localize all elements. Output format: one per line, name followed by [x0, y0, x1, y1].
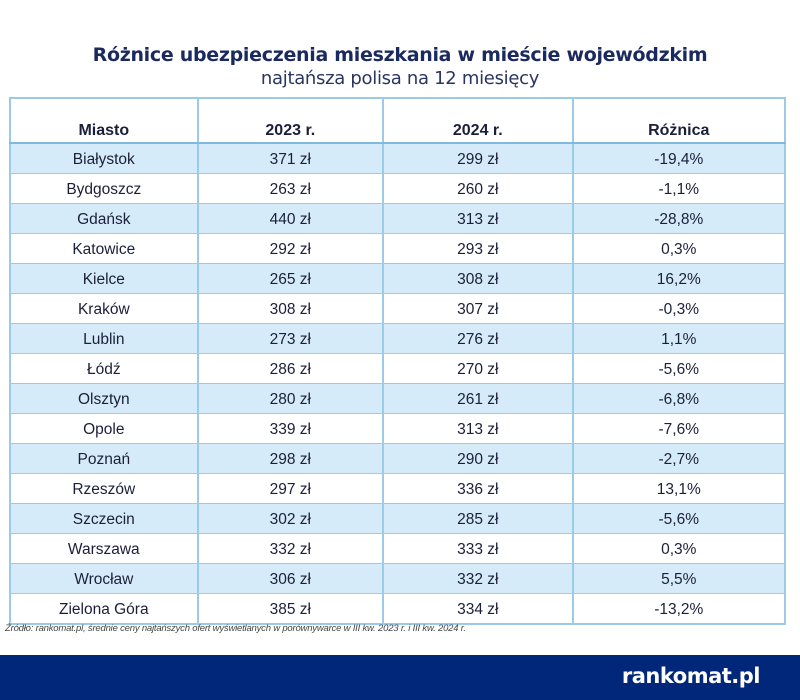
cell-city: Kraków [9, 293, 199, 324]
cell-price-2024: 307 zł [382, 293, 574, 324]
table-row: Poznań 298 zł 290 zł -2,7% [9, 443, 787, 474]
cell-price-2023: 339 zł [196, 413, 385, 444]
table-row: Rzeszów 297 zł 336 zł 13,1% [9, 473, 787, 504]
cell-difference: -1,1% [571, 173, 787, 204]
cell-price-2024: 333 zł [382, 533, 574, 564]
cell-price-2024: 276 zł [382, 323, 574, 354]
cell-price-2024: 313 zł [382, 203, 574, 234]
table-header-row: Miasto 2023 r. 2024 r. Różnica [9, 98, 787, 144]
cell-price-2024: 299 zł [382, 143, 574, 174]
cell-price-2024: 260 zł [382, 173, 574, 204]
cell-city: Kielce [9, 263, 199, 294]
insurance-price-table: Miasto 2023 r. 2024 r. Różnica Białystok… [9, 97, 787, 625]
table-row: Katowice 292 zł 293 zł 0,3% [9, 233, 787, 264]
cell-price-2024: 285 zł [382, 503, 574, 534]
cell-price-2023: 265 zł [196, 263, 385, 294]
column-header-city: Miasto [9, 98, 199, 144]
cell-price-2023: 280 zł [196, 383, 385, 414]
column-header-2024: 2024 r. [382, 98, 574, 144]
table-row: Kraków 308 zł 307 zł -0,3% [9, 293, 787, 324]
cell-difference: -0,3% [571, 293, 787, 324]
cell-difference: -19,4% [571, 143, 787, 174]
table-row: Białystok 371 zł 299 zł -19,4% [9, 143, 787, 174]
cell-price-2023: 332 zł [196, 533, 385, 564]
rankomat-logo: rankomat.pl [621, 664, 761, 688]
cell-price-2023: 263 zł [196, 173, 385, 204]
cell-price-2024: 293 zł [382, 233, 574, 264]
source-note: Źródło: rankomat.pl, średnie ceny najtań… [5, 623, 466, 634]
table-row: Gdańsk 440 zł 313 zł -28,8% [9, 203, 787, 234]
table-row: Zielona Góra 385 zł 334 zł -13,2% [9, 593, 787, 625]
cell-city: Olsztyn [9, 383, 199, 414]
cell-city: Rzeszów [9, 473, 199, 504]
cell-difference: -6,8% [571, 383, 787, 414]
cell-difference: -28,8% [571, 203, 787, 234]
cell-difference: -5,6% [571, 353, 787, 384]
cell-difference: 5,5% [571, 563, 787, 594]
page-subtitle: najtańsza polisa na 12 miesięcy [260, 68, 540, 89]
cell-difference: -5,6% [571, 503, 787, 534]
table-row: Warszawa 332 zł 333 zł 0,3% [9, 533, 787, 564]
cell-price-2023: 308 zł [196, 293, 385, 324]
cell-price-2023: 306 zł [196, 563, 385, 594]
cell-difference: 13,1% [571, 473, 787, 504]
column-header-difference: Różnica [571, 98, 787, 144]
cell-city: Bydgoszcz [9, 173, 199, 204]
table-row: Kielce 265 zł 308 zł 16,2% [9, 263, 787, 294]
table-row: Olsztyn 280 zł 261 zł -6,8% [9, 383, 787, 414]
cell-difference: -13,2% [571, 593, 787, 625]
cell-price-2023: 298 zł [196, 443, 385, 474]
cell-city: Katowice [9, 233, 199, 264]
cell-city: Łódź [9, 353, 199, 384]
cell-price-2023: 302 zł [196, 503, 385, 534]
cell-price-2023: 385 zł [196, 593, 385, 625]
table-row: Lublin 273 zł 276 zł 1,1% [9, 323, 787, 354]
cell-price-2024: 336 zł [382, 473, 574, 504]
cell-city: Warszawa [9, 533, 199, 564]
cell-price-2024: 270 zł [382, 353, 574, 384]
cell-city: Opole [9, 413, 199, 444]
cell-city: Zielona Góra [9, 593, 199, 625]
cell-city: Poznań [9, 443, 199, 474]
cell-difference: -2,7% [571, 443, 787, 474]
cell-city: Lublin [9, 323, 199, 354]
column-header-2023: 2023 r. [196, 98, 385, 144]
cell-price-2024: 261 zł [382, 383, 574, 414]
cell-price-2023: 292 zł [196, 233, 385, 264]
table-row: Łódź 286 zł 270 zł -5,6% [9, 353, 787, 384]
cell-price-2024: 313 zł [382, 413, 574, 444]
cell-difference: 1,1% [571, 323, 787, 354]
cell-price-2023: 273 zł [196, 323, 385, 354]
page-title: Różnice ubezpieczenia mieszkania w mieśc… [92, 44, 708, 66]
cell-price-2023: 297 zł [196, 473, 385, 504]
table-row: Szczecin 302 zł 285 zł -5,6% [9, 503, 787, 534]
footer-band: rankomat.pl [0, 655, 800, 700]
cell-city: Wrocław [9, 563, 199, 594]
cell-price-2024: 334 zł [382, 593, 574, 625]
cell-price-2024: 308 zł [382, 263, 574, 294]
cell-price-2024: 290 zł [382, 443, 574, 474]
table-row: Opole 339 zł 313 zł -7,6% [9, 413, 787, 444]
cell-city: Szczecin [9, 503, 199, 534]
cell-price-2023: 286 zł [196, 353, 385, 384]
cell-city: Białystok [9, 143, 199, 174]
cell-price-2024: 332 zł [382, 563, 574, 594]
cell-price-2023: 440 zł [196, 203, 385, 234]
cell-difference: 0,3% [571, 533, 787, 564]
cell-city: Gdańsk [9, 203, 199, 234]
cell-price-2023: 371 zł [196, 143, 385, 174]
cell-difference: 16,2% [571, 263, 787, 294]
cell-difference: -7,6% [571, 413, 787, 444]
cell-difference: 0,3% [571, 233, 787, 264]
table-row: Bydgoszcz 263 zł 260 zł -1,1% [9, 173, 787, 204]
table-row: Wrocław 306 zł 332 zł 5,5% [9, 563, 787, 594]
